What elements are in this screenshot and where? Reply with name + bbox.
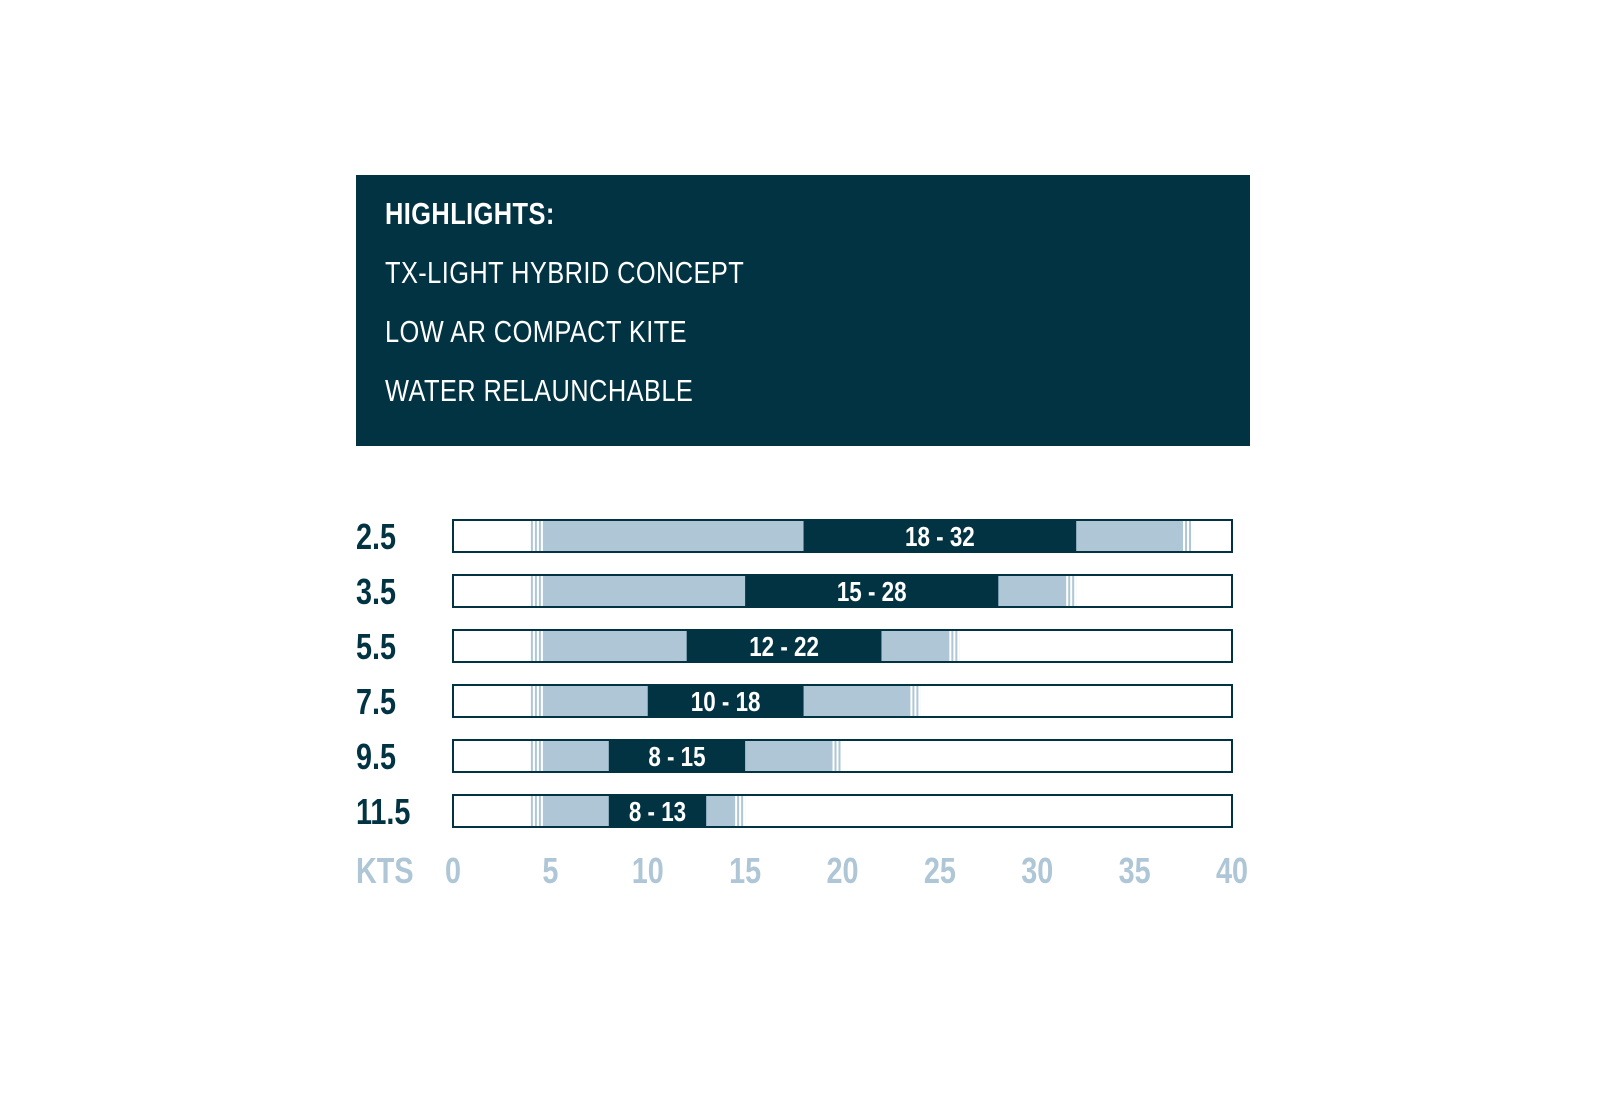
range-start-stripe (532, 630, 535, 662)
range-start-stripe (532, 685, 535, 717)
range-end-stripe (832, 740, 835, 772)
range-end-stripe (743, 795, 746, 827)
ideal-range-bar (745, 575, 999, 607)
x-tick-label: 0 (445, 850, 461, 891)
range-start-stripe (536, 575, 539, 607)
range-bar-outline (452, 574, 1233, 608)
kite-size-label: 3.5 (356, 571, 396, 612)
range-start-stripe (536, 630, 539, 662)
highlight-item: TX-LIGHT HYBRID CONCEPT (385, 255, 745, 290)
range-end-stripe (1074, 575, 1077, 607)
ideal-range-label: 15 - 28 (837, 577, 907, 608)
range-bar-outline (452, 739, 1233, 773)
kite-size-label: 2.5 (356, 516, 396, 557)
x-tick-label: 15 (729, 850, 761, 891)
range-end-stripe (1066, 575, 1069, 607)
range-end-stripe (910, 685, 913, 717)
range-start-stripe (532, 520, 535, 552)
ideal-range-label: 10 - 18 (691, 687, 761, 718)
range-bar-outline (452, 519, 1233, 553)
range-bar-outline (452, 629, 1233, 663)
range-start-stripe (540, 575, 543, 607)
ideal-range-bar (803, 520, 1077, 552)
ideal-range-bar (686, 630, 882, 662)
range-start-stripe (540, 795, 543, 827)
x-tick-label: 40 (1216, 850, 1248, 891)
range-start-stripe (536, 685, 539, 717)
kite-size-label: 9.5 (356, 736, 396, 777)
range-start-stripe (540, 740, 543, 772)
range-start-stripe (536, 520, 539, 552)
x-axis-label: KTS (356, 850, 414, 891)
ideal-range-label: 12 - 22 (749, 632, 819, 663)
ideal-range-bar (608, 740, 746, 772)
range-end-stripe (914, 685, 917, 717)
kite-size-label: 5.5 (356, 626, 396, 667)
range-end-stripe (1183, 520, 1186, 552)
ideal-range-label: 8 - 15 (648, 742, 705, 773)
range-end-stripe (1187, 520, 1190, 552)
range-start-stripe (532, 795, 535, 827)
ideal-range-label: 8 - 13 (629, 797, 686, 828)
range-end-stripe (739, 795, 742, 827)
ideal-range-bar (608, 795, 707, 827)
highlights-panel: HIGHLIGHTS: TX-LIGHT HYBRID CONCEPT LOW … (356, 175, 1250, 446)
range-end-stripe (1191, 520, 1194, 552)
highlight-item: WATER RELAUNCHABLE (385, 373, 694, 408)
x-tick-label: 25 (924, 850, 956, 891)
range-start-stripe (540, 685, 543, 717)
highlights-heading: HIGHLIGHTS: (385, 196, 555, 231)
highlight-item: LOW AR COMPACT KITE (385, 314, 688, 349)
range-end-stripe (918, 685, 921, 717)
range-start-stripe (536, 740, 539, 772)
x-tick-label: 10 (632, 850, 664, 891)
x-tick-label: 35 (1119, 850, 1151, 891)
x-tick-label: 30 (1021, 850, 1053, 891)
range-start-stripe (532, 740, 535, 772)
range-end-stripe (957, 630, 960, 662)
x-tick-label: 20 (826, 850, 858, 891)
x-tick-label: 5 (542, 850, 558, 891)
kite-size-label: 11.5 (356, 791, 410, 832)
range-end-stripe (1070, 575, 1073, 607)
ideal-range-bar (647, 685, 804, 717)
range-end-stripe (840, 740, 843, 772)
ideal-range-label: 18 - 32 (905, 522, 975, 553)
range-start-stripe (536, 795, 539, 827)
kite-size-label: 7.5 (356, 681, 396, 722)
range-end-stripe (735, 795, 738, 827)
range-start-stripe (540, 520, 543, 552)
range-bar-outline (452, 684, 1233, 718)
range-bar-outline (452, 794, 1233, 828)
range-start-stripe (540, 630, 543, 662)
range-start-stripe (532, 575, 535, 607)
range-end-stripe (949, 630, 952, 662)
range-end-stripe (836, 740, 839, 772)
range-end-stripe (953, 630, 956, 662)
